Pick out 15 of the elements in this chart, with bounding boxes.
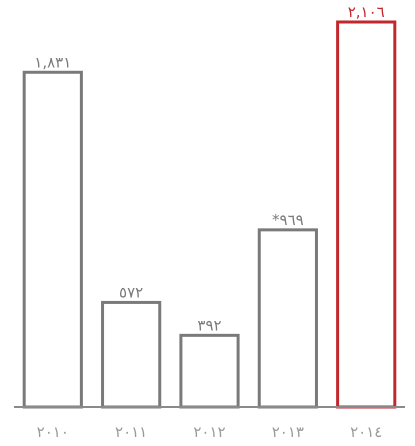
x-tick-label: ٢٠١١ — [115, 423, 148, 441]
bar — [336, 20, 396, 408]
x-tick-label: ٢٠١٢ — [193, 423, 226, 441]
bar — [179, 334, 240, 408]
data-label: *٩٦٩ — [272, 210, 304, 229]
bar — [101, 300, 162, 408]
data-label: ٣٩٢ — [197, 316, 222, 334]
data-label: ٢,١٠٦ — [348, 3, 385, 21]
x-tick-label: ٢٠١٠ — [36, 423, 69, 441]
x-tick-label: ٢٠١٤ — [350, 423, 382, 441]
bar — [22, 70, 83, 408]
x-tick-label: ٢٠١٣ — [272, 423, 304, 441]
data-label: ٥٧٢ — [119, 283, 144, 302]
data-label: ١,٨٣١ — [34, 53, 72, 72]
bar — [258, 228, 318, 408]
